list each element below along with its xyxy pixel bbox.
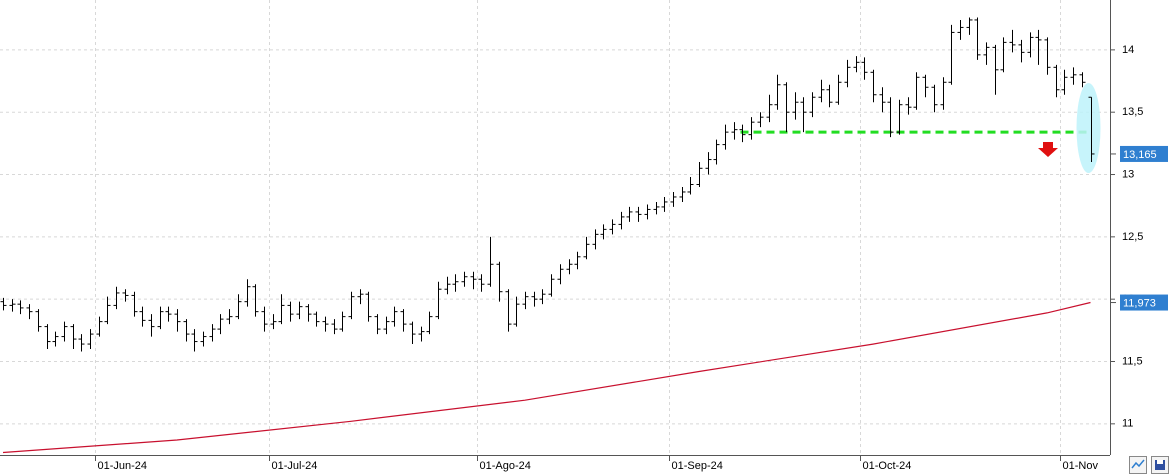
- x-tick-label: 01-Jul-24: [272, 460, 318, 472]
- y-tick-label: 13: [1122, 168, 1134, 180]
- save-icon-label: [1157, 460, 1163, 464]
- marker-label: 13,165: [1123, 149, 1157, 161]
- y-tick-label: 13,5: [1122, 106, 1143, 118]
- moving-average-line: [2, 301, 1091, 454]
- y-tick-label: 14: [1122, 44, 1134, 56]
- x-tick-label: 01-Nov: [1063, 460, 1099, 472]
- x-tick-label: 01-Ago-24: [480, 460, 531, 472]
- grid: [0, 0, 1110, 455]
- y-tick-label: 11,5: [1122, 355, 1143, 367]
- zoom-icon: [1131, 459, 1145, 469]
- marker-box: [1120, 294, 1168, 311]
- save-icon: [1155, 460, 1165, 470]
- highlight-ellipse: [1076, 83, 1101, 173]
- toolbar: [1129, 456, 1169, 474]
- marker-label: 11,973: [1123, 297, 1156, 309]
- marker-box: [1120, 145, 1168, 162]
- x-tick-label: 01-Jun-24: [98, 460, 148, 472]
- y-tick-label: 12,5: [1122, 231, 1143, 243]
- down-arrow: [1038, 142, 1058, 157]
- x-tick-label: 01-Oct-24: [863, 460, 912, 472]
- y-tick-label: 11: [1122, 418, 1133, 430]
- plot: [0, 17, 1101, 454]
- x-tick-label: 01-Sep-24: [672, 460, 723, 472]
